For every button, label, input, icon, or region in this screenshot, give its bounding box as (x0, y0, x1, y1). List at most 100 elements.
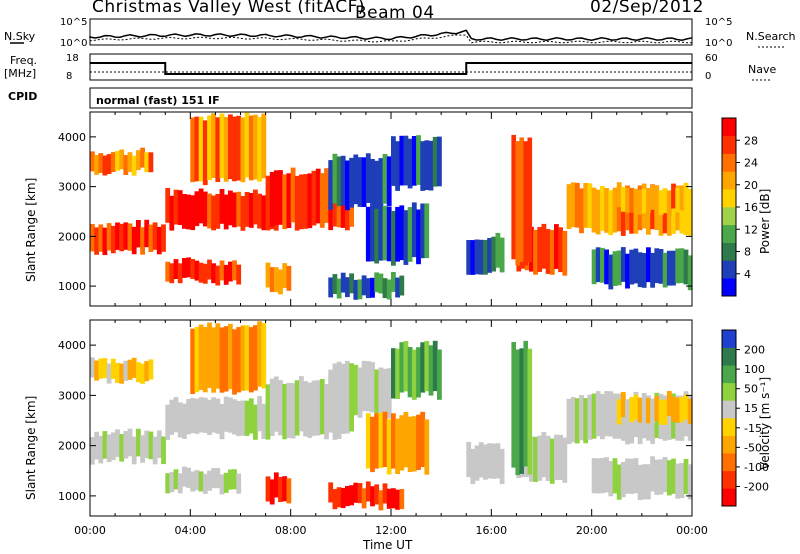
power-echo-cell (382, 205, 388, 261)
velocity-echo-cell (190, 397, 196, 434)
power-echo-cell (165, 261, 171, 282)
power-echo-cell (620, 191, 626, 236)
velocity-echo-cell (98, 358, 104, 379)
velocity-echo-cell (303, 381, 308, 437)
velocity-echo-cell (374, 413, 380, 469)
velocity-echo-cell (395, 418, 400, 474)
power-echo-cell (173, 189, 179, 225)
velocity-echo-cell (140, 363, 145, 384)
velocity-echo-cell (411, 416, 417, 472)
power-ytick-label: 4000 (58, 131, 86, 144)
power-echo-cell (625, 253, 630, 289)
power-echo-cell (240, 196, 246, 231)
velocity-echo-cell (98, 435, 104, 464)
velocity-echo-cell (574, 398, 580, 444)
velocity-echo-cell (595, 391, 601, 437)
power-echo-cell (650, 252, 655, 288)
velocity-echo-cell (533, 436, 538, 482)
power-echo-cell (345, 277, 350, 298)
velocity-echo-cell (399, 489, 405, 510)
velocity-echo-cell (286, 382, 292, 439)
velocity-echo-cell (123, 431, 129, 459)
power-echo-cell (541, 223, 547, 269)
power-echo-cell (307, 173, 313, 229)
power-echo-cell (324, 168, 329, 223)
power-echo-cell (491, 236, 497, 272)
velocity-echo-cell (365, 361, 371, 412)
power-echo-cell (311, 170, 317, 226)
velocity-echo-cell (207, 399, 212, 435)
power-echo-cell (278, 269, 283, 295)
velocity-echo-cell (290, 383, 296, 439)
power-echo-cell (554, 224, 559, 269)
power-colorbar-tick-label: 28 (744, 134, 758, 147)
power-echo-cell (177, 263, 183, 284)
power-echo-cell (232, 192, 237, 228)
power-echo-cell (202, 191, 208, 227)
velocity-colorbar-tick-label: 50 (744, 383, 758, 396)
velocity-colorbar-tick-label: -50 (744, 441, 762, 454)
velocity-colorbar-cell (722, 382, 736, 401)
power-echo-cell (211, 113, 216, 178)
power-colorbar-cell (722, 207, 736, 226)
velocity-echo-cell (236, 327, 242, 393)
velocity-echo-cell (257, 321, 262, 387)
velocity-echo-cell (683, 394, 689, 420)
power-echo-cell (353, 279, 359, 300)
power-echo-cell (650, 184, 655, 210)
power-colorbar-cell (722, 224, 736, 243)
power-echo-cell (207, 259, 212, 280)
power-echo-cell (198, 188, 204, 224)
nsky-label: N.Sky (4, 30, 36, 43)
power-ytick-label: 1000 (58, 280, 86, 293)
power-colorbar-cell (722, 189, 736, 208)
velocity-echo-cell (474, 445, 480, 481)
power-echo-cell (152, 222, 158, 250)
power-echo-cell (169, 195, 175, 231)
power-echo-cell (566, 184, 572, 229)
power-echo-cell (269, 267, 275, 292)
power-echo-cell (608, 254, 614, 290)
power-echo-cell (303, 174, 308, 229)
power-echo-cell (537, 227, 543, 272)
power-echo-cell (140, 227, 145, 255)
nave-label: Nave (748, 63, 777, 76)
velocity-echo-cell (253, 404, 258, 440)
velocity-echo-cell (349, 485, 354, 506)
velocity-echo-cell (357, 483, 363, 504)
velocity-echo-cell (604, 391, 609, 437)
velocity-echo-cell (386, 368, 392, 419)
power-echo-cell (240, 117, 246, 183)
freq-label-1: Freq. (10, 54, 38, 67)
velocity-echo-cell (361, 488, 367, 509)
velocity-echo-cell (591, 393, 597, 439)
velocity-ytick-label: 4000 (58, 339, 86, 352)
velocity-echo-cell (515, 349, 520, 476)
velocity-echo-cell (361, 360, 367, 412)
velocity-echo-cell (382, 483, 388, 504)
velocity-echo-cell (365, 481, 371, 502)
velocity-colorbar-tick-label: 200 (744, 344, 765, 357)
velocity-echo-cell (370, 362, 375, 413)
velocity-echo-cell (646, 464, 651, 500)
velocity-echo-cell (345, 486, 350, 507)
power-echo-cell (570, 182, 576, 228)
velocity-echo-cell (228, 397, 233, 433)
velocity-echo-cell (336, 361, 342, 412)
velocity-echo-cell (424, 419, 430, 475)
power-echo-cell (228, 114, 233, 180)
velocity-echo-cell (499, 448, 505, 485)
velocity-echo-cell (307, 382, 313, 438)
power-echo-cell (257, 117, 262, 182)
power-echo-cell (119, 149, 125, 170)
power-colorbar-tick-label: 8 (744, 246, 751, 259)
nsky-trace (89, 29, 693, 41)
power-echo-cell (365, 153, 371, 203)
power-echo-cell (466, 240, 472, 275)
power-echo-cell (202, 120, 208, 186)
power-echo-cell (336, 278, 342, 299)
velocity-echo-cell (633, 458, 639, 494)
power-echo-cell (110, 152, 116, 172)
velocity-colorbar-cell (722, 365, 736, 384)
power-echo-cell (420, 203, 426, 259)
